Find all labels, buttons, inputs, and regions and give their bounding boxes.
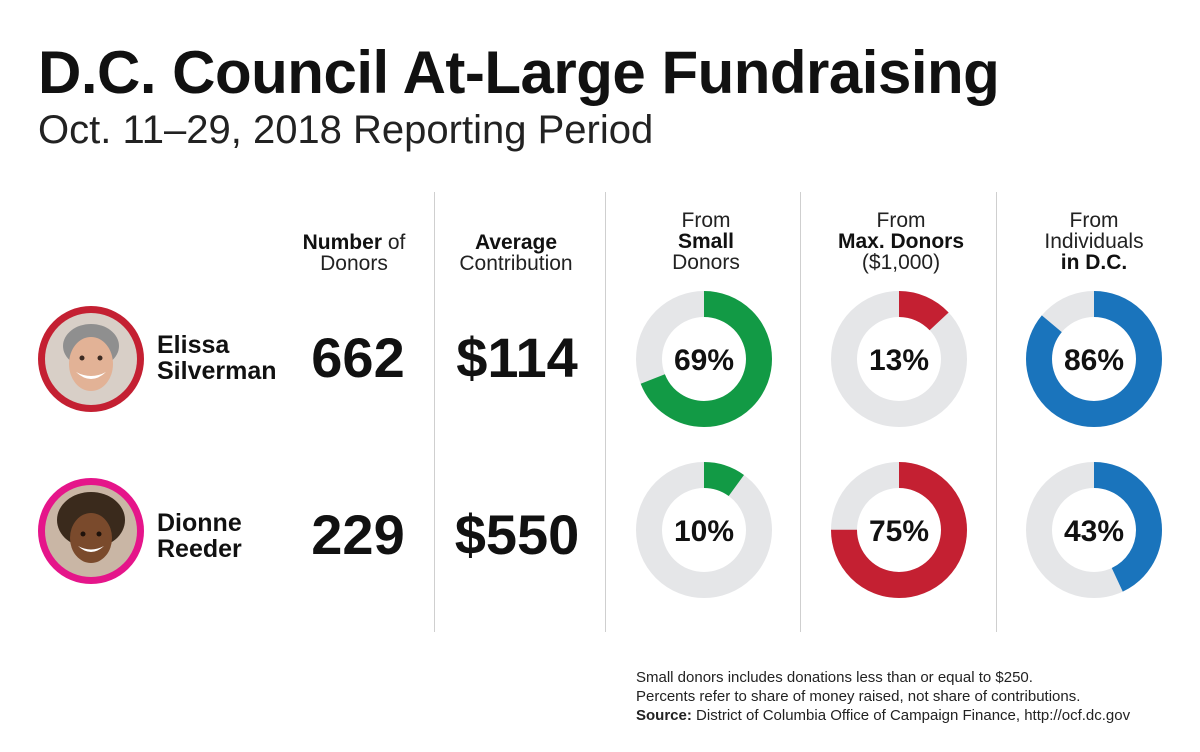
header-donors-rest: of: [382, 231, 406, 254]
avatar-reeder: [38, 478, 144, 584]
average-contribution-reeder: $550: [454, 503, 580, 566]
header-max-bold: Max. Donors: [837, 230, 965, 253]
column-divider: [605, 192, 606, 632]
candidate-name-reeder: Dionne Reeder: [157, 510, 242, 562]
donut-dc-reeder: 43%: [1024, 460, 1164, 600]
footnote-percents: Percents refer to share of money raised,…: [636, 688, 1081, 705]
candidate-name-silverman: Elissa Silverman: [157, 332, 277, 384]
header-small-donors: From Small Donors: [616, 210, 796, 273]
donut-svg: 86%: [1026, 291, 1162, 427]
average-contribution-silverman: $114: [456, 326, 578, 389]
donut-slice: [636, 291, 772, 427]
source-label: Source:: [636, 707, 692, 724]
donut-svg: 75%: [831, 462, 967, 598]
column-divider: [996, 192, 997, 632]
header-average-contribution: Average Contribution: [426, 232, 606, 274]
header-max-line3: ($1,000): [861, 251, 941, 274]
chart-subtitle: Oct. 11–29, 2018 Reporting Period: [38, 108, 654, 152]
header-donors-line2: Donors: [320, 252, 388, 275]
donut-svg: 43%: [1026, 462, 1162, 598]
footnotes: Small donors includes donations less tha…: [636, 668, 1130, 725]
column-divider: [434, 192, 435, 632]
header-max-line1: From: [876, 209, 926, 232]
donut-svg: 69%: [636, 291, 772, 427]
donut-slice: [831, 291, 967, 427]
header-dc-bold: in D.C.: [1060, 251, 1128, 274]
source-text: District of Columbia Office of Campaign …: [691, 707, 1131, 724]
donut-slice: [831, 462, 967, 598]
header-average-line2: Contribution: [459, 252, 573, 275]
header-individuals-dc: From Individuals in D.C.: [1004, 210, 1184, 273]
column-divider: [800, 192, 801, 632]
header-dc-line2: Individuals: [1044, 230, 1144, 253]
donut-svg: 10%: [636, 462, 772, 598]
candidate-photo-silverman: [38, 306, 144, 412]
donut-slice: [1026, 291, 1162, 427]
donut-small-silverman: 69%: [634, 289, 774, 429]
donut-percent-label: 75%: [869, 515, 929, 548]
donut-percent-label: 13%: [869, 344, 929, 377]
candidate-photo-reeder: [38, 478, 144, 584]
donut-dc-silverman: 86%: [1024, 289, 1164, 429]
footnote-small-donors: Small donors includes donations less tha…: [636, 669, 1033, 686]
donut-percent-label: 69%: [674, 344, 734, 377]
donors-count-silverman: 662: [311, 326, 405, 389]
header-number-of-donors: Number of Donors: [264, 232, 444, 274]
donors-count-reeder: 229: [311, 503, 405, 566]
donut-small-reeder: 10%: [634, 460, 774, 600]
header-donors-bold: Number: [302, 231, 382, 254]
donut-svg: 13%: [831, 291, 967, 427]
candidate-last-name: Silverman: [157, 357, 277, 385]
candidate-last-name: Reeder: [157, 535, 242, 563]
donut-slice: [636, 462, 772, 598]
header-small-bold: Small: [677, 230, 735, 253]
donut-percent-label: 10%: [674, 515, 734, 548]
header-small-line3: Donors: [672, 251, 740, 274]
header-average-bold: Average: [474, 231, 558, 254]
donut-max-silverman: 13%: [829, 289, 969, 429]
chart-title: D.C. Council At-Large Fundraising: [38, 39, 1000, 106]
source-line: Source: District of Columbia Office of C…: [636, 706, 1130, 725]
donut-max-reeder: 75%: [829, 460, 969, 600]
header-dc-line1: From: [1069, 209, 1119, 232]
candidate-first-name: Elissa: [157, 331, 230, 359]
donut-percent-label: 86%: [1064, 344, 1124, 377]
header-max-donors: From Max. Donors ($1,000): [798, 210, 1004, 273]
donut-percent-label: 43%: [1064, 515, 1124, 548]
candidate-first-name: Dionne: [157, 509, 242, 537]
donut-slice: [1026, 462, 1162, 598]
header-small-line1: From: [681, 209, 731, 232]
avatar-silverman: [38, 306, 144, 412]
